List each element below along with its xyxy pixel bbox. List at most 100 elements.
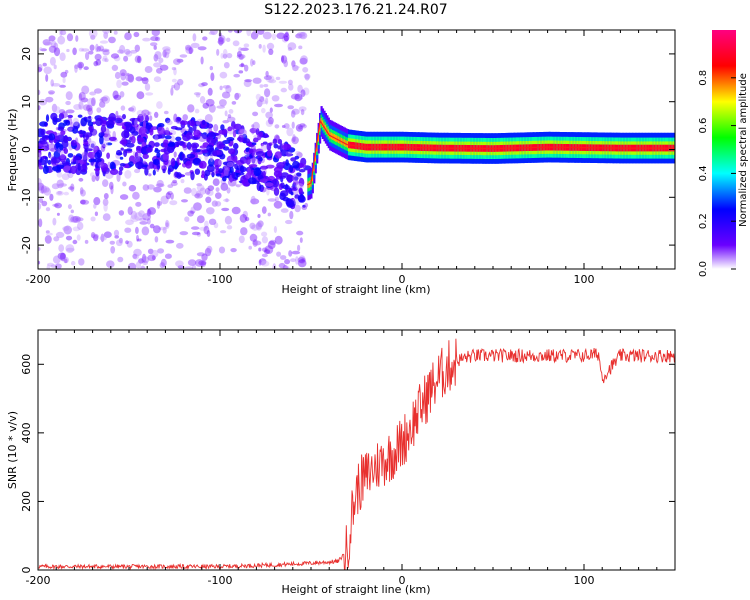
spectrogram-cell (142, 253, 147, 263)
spectrogram-cell (268, 79, 277, 84)
spectrogram-cell (273, 170, 282, 178)
spectrogram-cell (101, 58, 107, 62)
spectrogram-cell (278, 80, 288, 84)
spectrogram-cell (108, 36, 116, 44)
spectrogram-cell (113, 30, 118, 35)
spectrogram-cell (173, 82, 181, 91)
spectrogram-cell (38, 64, 43, 72)
spectrogram-cell (248, 148, 254, 154)
spectrogram-cell (100, 119, 104, 124)
spectrogram-cell (51, 83, 61, 87)
spectrogram-cell (228, 30, 233, 33)
spectrogram-cell (94, 151, 101, 160)
spectrogram-cell (201, 82, 208, 87)
spectrogram-cell (165, 220, 170, 229)
spectrogram-cell (145, 146, 152, 153)
spectrogram-cell (217, 39, 225, 45)
y-tick-label: 400 (20, 422, 33, 443)
spectrogram-cell (291, 60, 296, 68)
spectrogram-cell (185, 46, 194, 54)
colorbar: 0.0 0.2 0.4 0.6 0.8 Normalized spectral ampl… (698, 30, 749, 277)
y-tick-label: 0 (20, 146, 33, 153)
spectrogram-cell (192, 33, 197, 42)
spectrogram-cell (83, 154, 88, 163)
spectrogram-cell (70, 209, 75, 214)
spectrogram-cell (119, 139, 128, 145)
spectrogram-cell (176, 242, 184, 249)
spectrogram-cell (263, 84, 269, 88)
x-tick-label: -200 (26, 574, 51, 587)
spectrogram-cell (226, 53, 233, 59)
spectrogram-cell (113, 55, 121, 62)
spectrogram-cell (141, 77, 149, 85)
spectrogram-cell (285, 151, 293, 158)
spectrogram-cell (252, 30, 260, 38)
spectrogram-cell (112, 90, 119, 99)
spectrogram-cell (275, 135, 280, 141)
spectrogram-cell (292, 134, 296, 143)
spectrogram-cell (103, 31, 109, 39)
spectrogram-cell (229, 148, 235, 157)
spectrogram-cell (73, 104, 82, 110)
spectrogram-cell (185, 44, 192, 51)
spectrogram-cell (100, 144, 106, 152)
spectrogram-cell (129, 49, 138, 54)
spectrogram-cell (298, 255, 306, 264)
spectrogram-cell (299, 123, 306, 128)
spectrogram-cell (184, 266, 194, 269)
spectrogram-cell (38, 66, 43, 73)
spectrogram-cell (127, 74, 135, 83)
spectrogram-cell (94, 53, 102, 61)
spectrogram-cell (153, 158, 160, 166)
spectrogram-cell (70, 139, 77, 147)
spectrogram-cell (252, 121, 260, 131)
spectrogram-cell (170, 157, 176, 167)
spectrogram-cell (139, 221, 148, 225)
spectrogram-cell (93, 234, 99, 242)
spectrogram-cell (109, 181, 114, 190)
spectrogram-cell (50, 147, 58, 153)
spectrogram-x-axis-label: Height of straight line (km) (281, 283, 430, 296)
spectrogram-cell (319, 124, 322, 132)
spectrogram-cell (193, 129, 202, 138)
spectrogram-cell (90, 232, 96, 239)
spectrogram-cell (285, 159, 289, 167)
spectrogram-cell (75, 35, 79, 42)
spectrogram-cell (60, 153, 66, 160)
spectrogram-cell (235, 184, 241, 188)
spectrogram-cell (327, 129, 330, 137)
spectrogram-cell (142, 37, 151, 42)
spectrogram-cell (218, 159, 223, 166)
spectrogram-cell (188, 144, 194, 151)
spectrogram-cell (158, 57, 164, 64)
spectrogram-cell (100, 96, 108, 102)
spectrogram-cell (62, 256, 69, 264)
spectrogram-cell (165, 239, 175, 244)
spectrogram-cell (176, 157, 180, 164)
spectrogram-cell (63, 225, 72, 235)
spectrogram-cell (298, 195, 306, 203)
spectrogram-cell (193, 202, 202, 211)
spectrogram-cell (252, 240, 262, 246)
spectrogram-cell (114, 71, 121, 80)
spectrogram-cell (156, 101, 163, 109)
spectrogram-cell (240, 62, 244, 67)
spectrogram-cell (258, 44, 262, 49)
spectrogram-cell (48, 151, 52, 159)
spectrogram-cell (162, 226, 167, 234)
snr-y-axis-label: SNR (10 * v/v) (6, 411, 19, 489)
spectrogram-cell (146, 208, 151, 217)
spectrogram-cell (170, 192, 174, 200)
spectrogram-cell (38, 260, 41, 265)
spectrogram-cell (102, 30, 111, 35)
spectrogram-cell (72, 215, 81, 223)
spectrogram-cell (40, 185, 45, 194)
spectrogram-cell (242, 210, 248, 219)
spectrogram-cell (61, 173, 70, 181)
spectrogram-cell (149, 128, 154, 136)
spectrogram-cell (38, 198, 44, 203)
spectrogram-cell (52, 217, 57, 226)
spectrogram-cell (176, 117, 181, 122)
spectrogram-cell (58, 183, 67, 187)
x-tick-label: 0 (399, 574, 406, 587)
